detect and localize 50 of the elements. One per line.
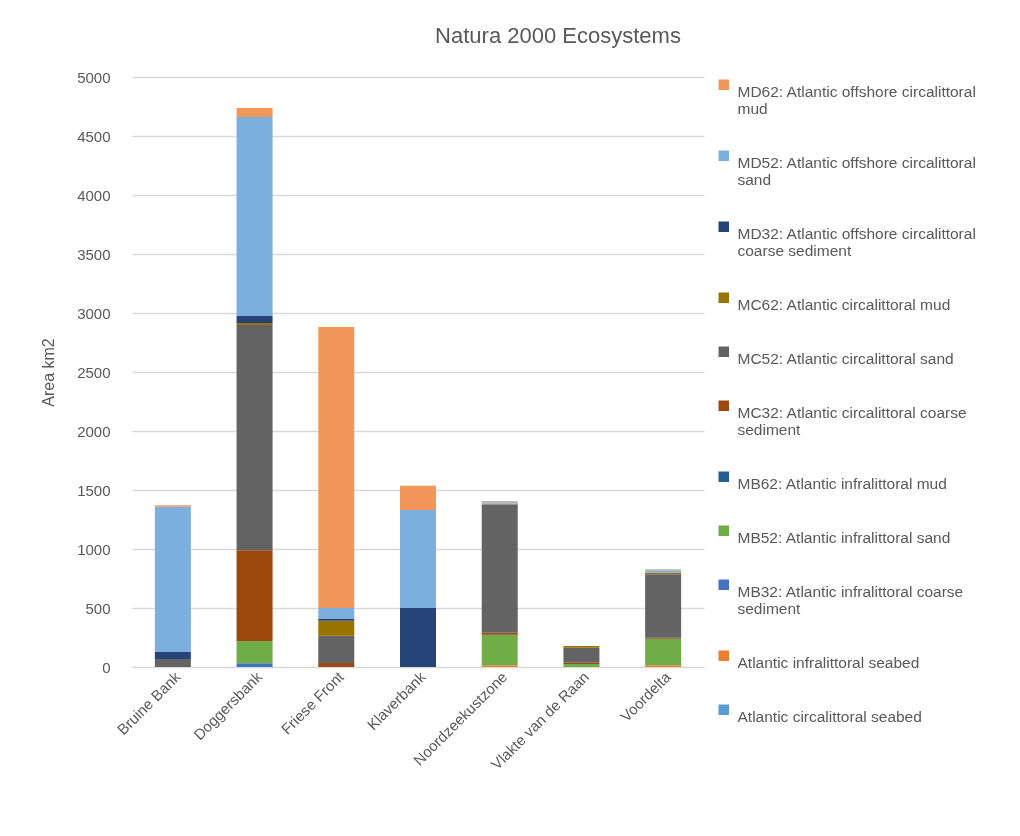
bar bbox=[236, 117, 273, 316]
bar bbox=[400, 509, 436, 608]
bar bbox=[236, 663, 273, 667]
bar bbox=[236, 550, 273, 642]
bar bbox=[236, 107, 273, 117]
y-tick-label: 4500 bbox=[77, 127, 111, 145]
y-tick-label: 5000 bbox=[77, 68, 111, 86]
bar bbox=[481, 632, 518, 635]
bar bbox=[154, 651, 191, 659]
bar bbox=[318, 327, 355, 608]
y-tick-label: 500 bbox=[85, 599, 111, 617]
bar bbox=[236, 315, 273, 324]
bar bbox=[318, 635, 355, 663]
legend-label: MC52: Atlantic circalittoral sand bbox=[737, 349, 954, 367]
y-tick-label: 0 bbox=[102, 658, 111, 676]
legend-label: MC62: Atlantic circalittoral mud bbox=[737, 295, 951, 313]
bar bbox=[236, 325, 273, 551]
y-axis-title: Area km2 bbox=[40, 338, 58, 407]
y-tick-label: 4000 bbox=[77, 186, 111, 204]
legend-label: MD32: Atlantic offshore circalittoral coarse sediment bbox=[737, 224, 976, 260]
bar bbox=[400, 608, 436, 667]
y-tick-label: 1000 bbox=[77, 540, 111, 558]
chart-title: Natura 2000 Ecosystems bbox=[435, 23, 681, 48]
y-tick-label: 3500 bbox=[77, 245, 111, 263]
legend-label: MB32: Atlantic infralittoral coarse sediment bbox=[737, 582, 964, 618]
bar bbox=[481, 504, 518, 633]
y-tick-label: 1500 bbox=[77, 481, 111, 499]
legend-label: MB52: Atlantic infralittoral sand bbox=[737, 528, 951, 546]
bar bbox=[481, 500, 518, 505]
bar bbox=[318, 620, 355, 636]
bar bbox=[236, 641, 273, 664]
bar bbox=[645, 638, 682, 666]
bar bbox=[318, 608, 355, 619]
bar bbox=[154, 658, 191, 667]
y-tick-label: 3000 bbox=[77, 304, 111, 322]
bar bbox=[400, 485, 436, 510]
legend-label: Atlantic infralittoral seabed bbox=[737, 653, 920, 671]
bar bbox=[645, 574, 682, 638]
legend-label: MD62: Atlantic offshore circalittoral mud bbox=[737, 82, 976, 118]
y-tick-label: 2000 bbox=[77, 422, 111, 440]
bar bbox=[563, 647, 600, 663]
y-tick-label: 2500 bbox=[77, 363, 111, 381]
bar bbox=[236, 323, 273, 326]
legend-label: MB62: Atlantic infralittoral mud bbox=[737, 474, 947, 492]
legend-label: MD52: Atlantic offshore circalittoral sand bbox=[737, 153, 976, 189]
bar bbox=[154, 506, 191, 652]
bar bbox=[481, 634, 518, 666]
legend-label: Atlantic circalittoral seabed bbox=[737, 707, 922, 725]
legend-label: MC32: Atlantic circalittoral coarse sediment bbox=[737, 403, 967, 439]
bar bbox=[318, 662, 355, 667]
